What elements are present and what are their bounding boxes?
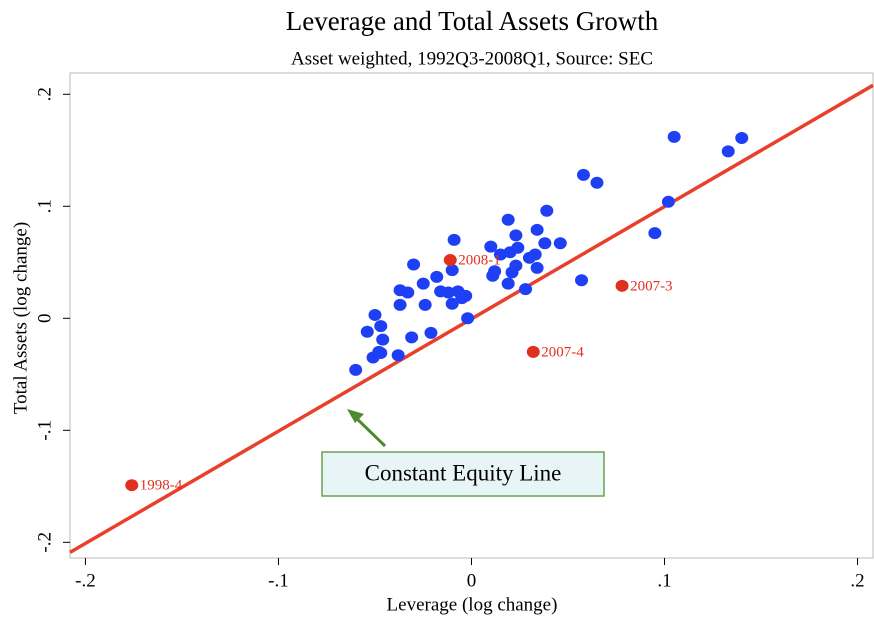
point bbox=[530, 223, 544, 236]
point bbox=[538, 237, 552, 250]
point bbox=[721, 145, 735, 158]
point bbox=[405, 331, 419, 344]
point bbox=[391, 349, 405, 362]
point bbox=[349, 363, 363, 376]
point bbox=[416, 277, 430, 290]
annotation: Constant Equity Line bbox=[321, 409, 605, 497]
point bbox=[735, 131, 749, 144]
point bbox=[441, 286, 455, 299]
point bbox=[443, 254, 457, 267]
x-axis-title: Leverage (log change) bbox=[387, 594, 558, 615]
point bbox=[484, 240, 498, 253]
point-label: 1998-4 bbox=[140, 478, 183, 494]
point bbox=[519, 283, 533, 296]
point bbox=[575, 274, 589, 287]
point bbox=[430, 270, 444, 283]
chart-subtitle: Asset weighted, 1992Q3-2008Q1, Source: S… bbox=[291, 48, 653, 69]
point bbox=[459, 289, 473, 302]
y-tick-label: -.2 bbox=[34, 532, 55, 553]
point bbox=[368, 308, 382, 321]
point bbox=[648, 227, 662, 240]
point bbox=[407, 258, 421, 271]
annotation-arrowhead bbox=[347, 409, 364, 423]
point bbox=[125, 479, 139, 492]
point bbox=[401, 286, 415, 299]
point bbox=[667, 130, 681, 143]
y-tick-label: .1 bbox=[34, 199, 55, 213]
y-tick-label: 0 bbox=[34, 314, 55, 324]
point bbox=[418, 298, 432, 311]
y-tick-label: .2 bbox=[34, 87, 55, 101]
point bbox=[374, 320, 388, 333]
y-tick-label: -.1 bbox=[34, 420, 55, 441]
point bbox=[488, 265, 502, 278]
point bbox=[511, 241, 525, 254]
point bbox=[424, 326, 438, 339]
point bbox=[576, 168, 590, 181]
plot-layer: -.2 -.1 0 .1 .2 -.2 -.1 0 .1 .2 1998-4 2008-1 2007-3… bbox=[34, 83, 874, 591]
y-axis-title: Total Assets (log change) bbox=[10, 222, 31, 414]
point bbox=[461, 312, 475, 325]
x-tick-label: .2 bbox=[850, 570, 864, 591]
point-label: 2008-1 bbox=[458, 252, 501, 268]
point bbox=[540, 204, 554, 217]
point bbox=[661, 195, 675, 208]
point bbox=[501, 277, 515, 290]
x-tick-label: 0 bbox=[467, 570, 477, 591]
annotation-box bbox=[321, 451, 605, 497]
point bbox=[445, 297, 459, 310]
x-tick-label: -.2 bbox=[75, 570, 96, 591]
annotation-text: Constant Equity Line bbox=[365, 460, 562, 485]
point bbox=[615, 279, 629, 292]
x-tick-label: -.1 bbox=[268, 570, 289, 591]
x-tick-label: .1 bbox=[657, 570, 671, 591]
point bbox=[526, 345, 540, 358]
point bbox=[509, 229, 523, 242]
point-label: 2007-4 bbox=[541, 344, 584, 360]
point bbox=[393, 298, 407, 311]
point bbox=[374, 347, 388, 360]
point bbox=[528, 248, 542, 261]
point bbox=[530, 261, 544, 274]
point bbox=[376, 333, 390, 346]
point bbox=[447, 233, 461, 246]
point bbox=[509, 259, 523, 272]
point bbox=[590, 176, 604, 189]
point bbox=[445, 264, 459, 277]
point bbox=[553, 237, 567, 250]
chart-title: Leverage and Total Assets Growth bbox=[286, 6, 659, 36]
point bbox=[360, 325, 374, 338]
point-label: 2007-3 bbox=[630, 278, 673, 294]
point bbox=[501, 213, 515, 226]
